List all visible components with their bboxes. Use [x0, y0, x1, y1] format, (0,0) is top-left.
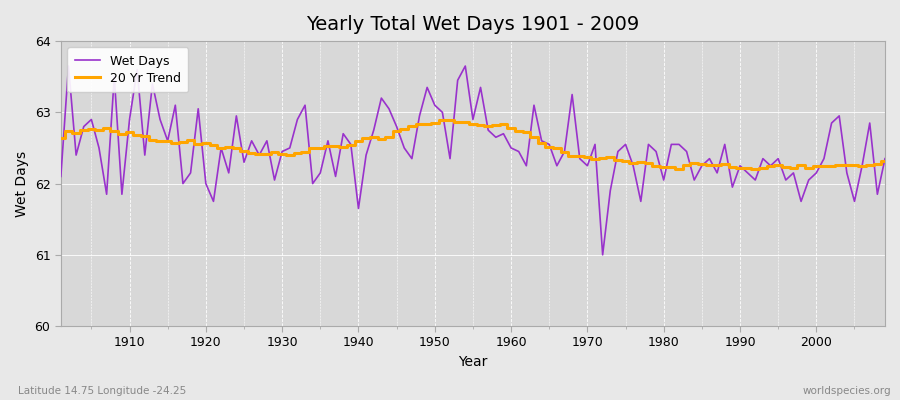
- Line: 20 Yr Trend: 20 Yr Trend: [61, 120, 885, 169]
- 20 Yr Trend: [116, 131, 127, 136]
- Text: worldspecies.org: worldspecies.org: [803, 386, 891, 396]
- Legend: Wet Days, 20 Yr Trend: Wet Days, 20 Yr Trend: [68, 47, 188, 92]
- 20 Yr Trend: [879, 158, 890, 163]
- Line: Wet Days: Wet Days: [61, 66, 885, 255]
- 20 Yr Trend: [506, 126, 517, 130]
- Wet Days: [513, 149, 524, 154]
- 20 Yr Trend: [513, 128, 524, 133]
- 20 Yr Trend: [56, 135, 67, 140]
- 20 Yr Trend: [750, 166, 760, 171]
- Wet Days: [879, 156, 890, 161]
- X-axis label: Year: Year: [458, 355, 488, 369]
- Wet Days: [124, 117, 135, 122]
- 20 Yr Trend: [605, 155, 616, 160]
- Text: Latitude 14.75 Longitude -24.25: Latitude 14.75 Longitude -24.25: [18, 386, 186, 396]
- Wet Days: [56, 174, 67, 179]
- Title: Yearly Total Wet Days 1901 - 2009: Yearly Total Wet Days 1901 - 2009: [306, 15, 640, 34]
- Wet Days: [506, 146, 517, 150]
- Wet Days: [292, 117, 302, 122]
- 20 Yr Trend: [330, 144, 341, 149]
- Y-axis label: Wet Days: Wet Days: [15, 150, 29, 217]
- 20 Yr Trend: [445, 118, 455, 122]
- Wet Days: [63, 64, 74, 68]
- Wet Days: [338, 131, 348, 136]
- Wet Days: [598, 252, 608, 257]
- Wet Days: [613, 149, 624, 154]
- 20 Yr Trend: [284, 153, 295, 158]
